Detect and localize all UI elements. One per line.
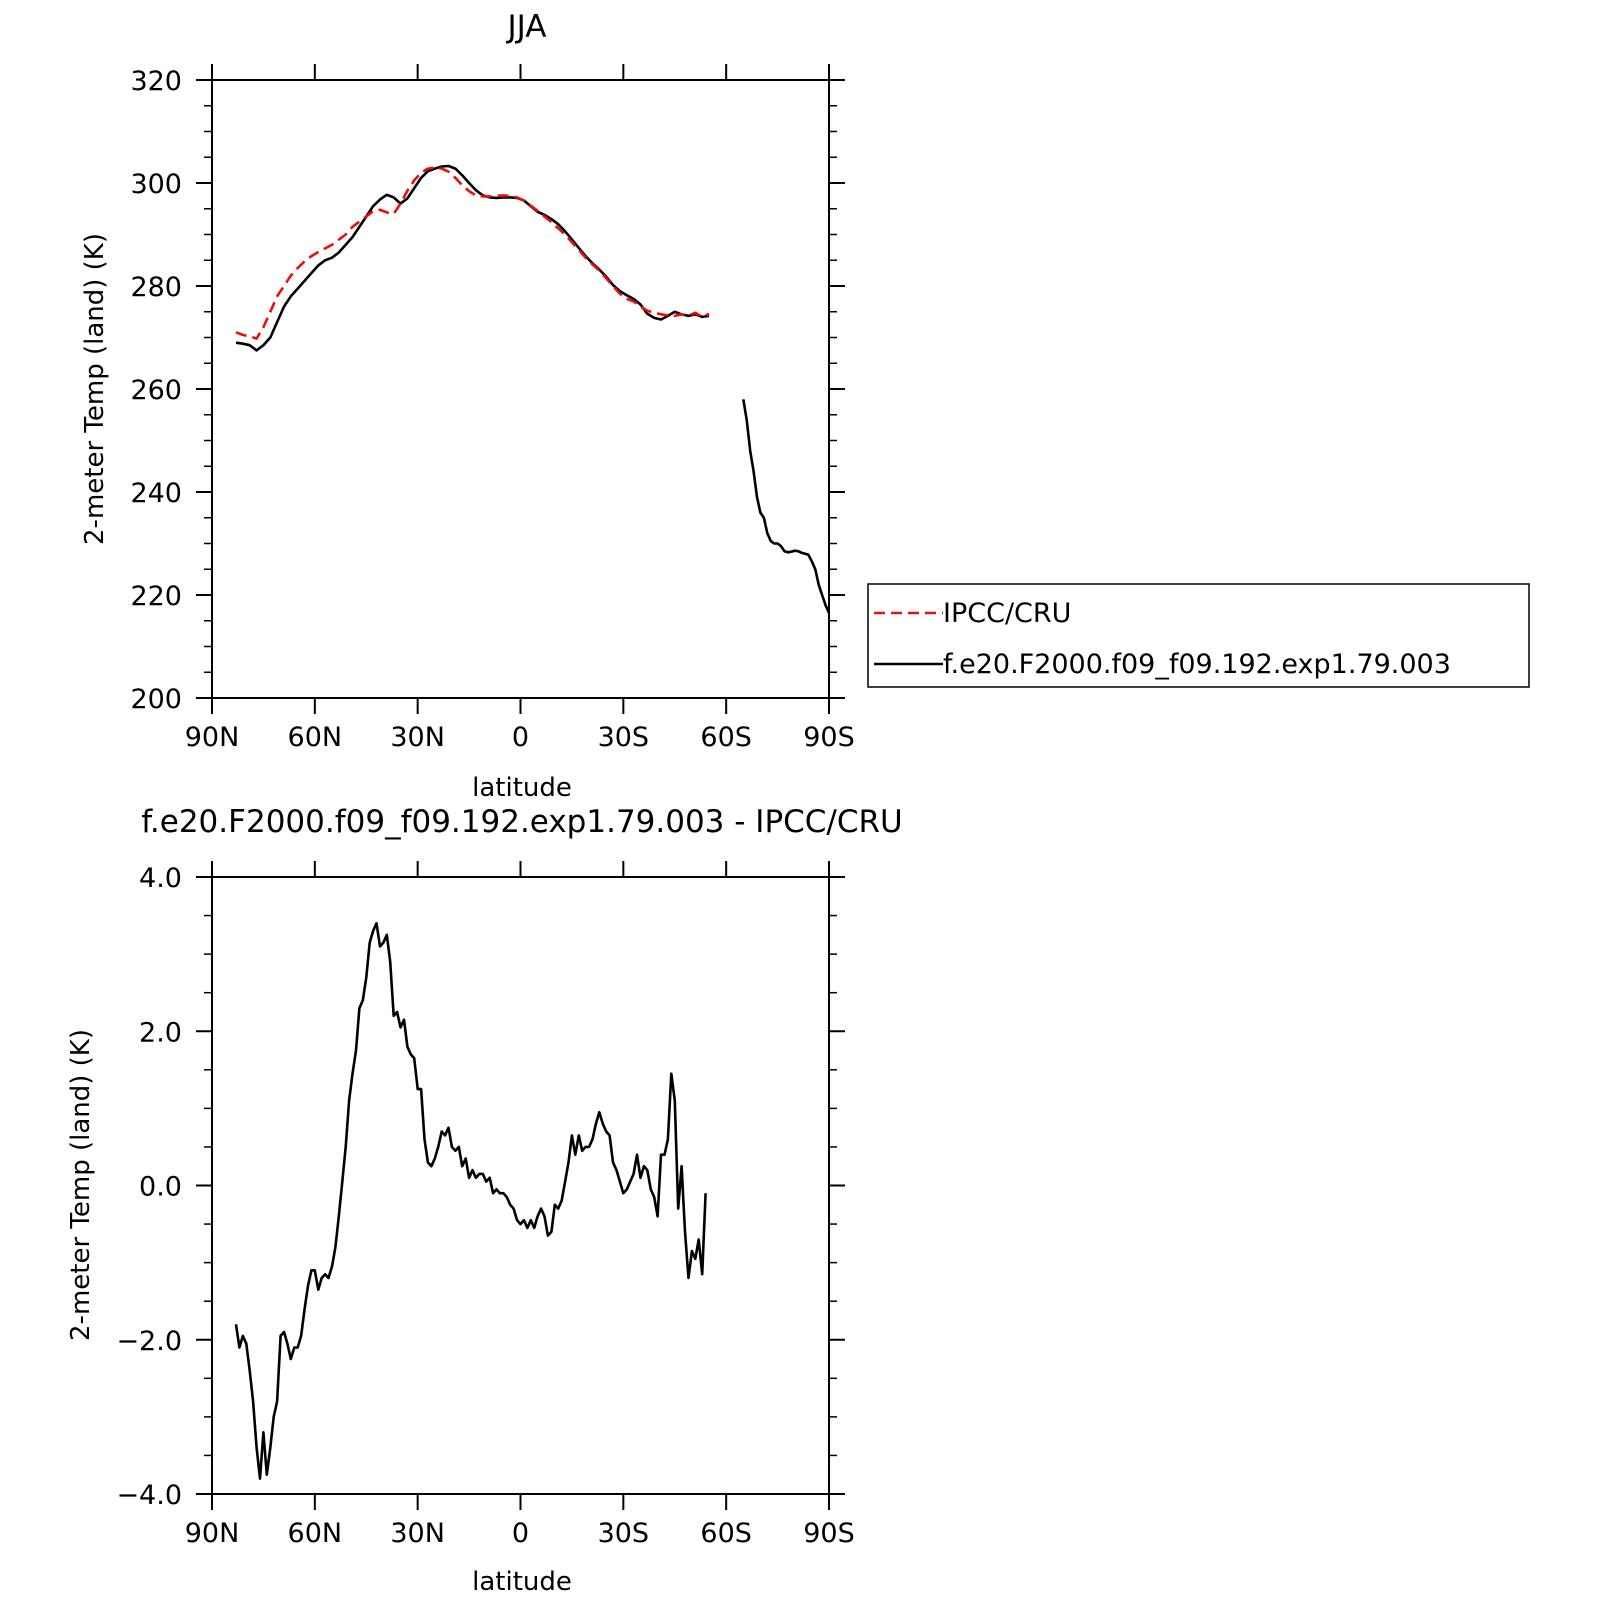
bottom-panel-frame (211, 876, 830, 1495)
y-tick-label: 300 (130, 169, 182, 200)
x-tick-label: 60S (700, 722, 752, 753)
bottom-panel: f.e20.F2000.f09_f09.192.exp1.79.003 - IP… (66, 804, 903, 1597)
x-tick-label: 90S (803, 1518, 855, 1549)
x-tick-label: 90N (185, 1518, 240, 1549)
x-tick-label: 0 (512, 1518, 529, 1549)
x-tick-label: 30N (390, 722, 445, 753)
bottom-panel-xlabel: latitude (472, 1567, 572, 1597)
series-line-difference-seg0 (234, 921, 707, 1480)
y-tick-label: 4.0 (139, 863, 182, 894)
top-panel-title: JJA (506, 9, 547, 45)
y-tick-label: 260 (130, 375, 182, 406)
legend-label-model: f.e20.F2000.f09_f09.192.exp1.79.003 (943, 649, 1451, 680)
legend: IPCC/CRU f.e20.F2000.f09_f09.192.exp1.79… (867, 583, 1530, 688)
top-panel-ylabel: 2-meter Temp (land) (K) (80, 233, 110, 545)
top-panel-xlabel: latitude (472, 773, 572, 803)
series-line-ipcc-cru-seg0 (235, 166, 710, 340)
y-tick-label: −4.0 (116, 1480, 182, 1511)
series-line-f-e20-f2000-f09-f09-192-exp1-79-003-seg1 (742, 399, 831, 614)
top-panel-ticks: 90N 60N 30N 0 30S 60S 90S 200 220 240 260 280 300 320 (130, 64, 855, 753)
y-tick-label: 200 (130, 684, 182, 715)
legend-label-ipcc-cru: IPCC/CRU (943, 598, 1071, 629)
x-tick-label: 30S (598, 722, 650, 753)
bottom-panel-ylabel: 2-meter Temp (land) (K) (66, 1029, 96, 1341)
bottom-panel-ticks: 90N 60N 30N 0 30S 60S 90S −4.0 −2.0 0.0 2.0 4.0 (116, 861, 855, 1549)
x-tick-label: 60S (700, 1518, 752, 1549)
y-tick-label: 220 (130, 581, 182, 612)
x-tick-label: 60N (288, 722, 343, 753)
x-tick-label: 90N (185, 722, 240, 753)
top-panel-frame (211, 79, 830, 699)
top-panel-series (235, 164, 831, 614)
bottom-panel-series (234, 921, 707, 1480)
y-tick-label: 0.0 (139, 1172, 182, 1203)
bottom-panel-title: f.e20.F2000.f09_f09.192.exp1.79.003 - IP… (141, 804, 903, 840)
y-tick-label: 240 (130, 478, 182, 509)
y-tick-label: −2.0 (116, 1326, 182, 1357)
x-tick-label: 90S (803, 722, 855, 753)
y-tick-label: 2.0 (139, 1017, 182, 1048)
y-tick-label: 320 (130, 66, 182, 97)
series-line-f-e20-f2000-f09-f09-192-exp1-79-003-seg0 (235, 164, 710, 352)
x-tick-label: 30N (390, 1518, 445, 1549)
y-tick-label: 280 (130, 272, 182, 303)
x-tick-label: 0 (512, 722, 529, 753)
x-tick-label: 60N (288, 1518, 343, 1549)
top-panel: JJA 90N 60N 30N 0 30S 60S 90S 200 220 240 260 280 30… (80, 9, 1530, 803)
legend-box (867, 583, 1530, 688)
x-tick-label: 30S (598, 1518, 650, 1549)
